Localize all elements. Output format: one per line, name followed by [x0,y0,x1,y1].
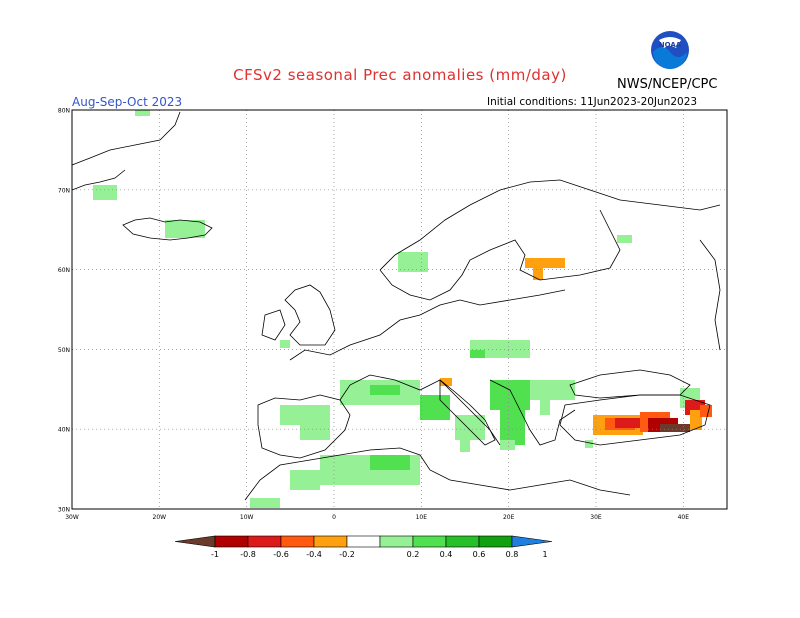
lon-label: 30E [590,514,602,521]
lon-label: 10W [240,514,254,521]
colorbar-swatch [478,535,513,548]
anomaly-cell [165,220,205,238]
colorbar-arrow-left [174,535,216,548]
gridlines [72,110,727,509]
lon-label: 30W [65,514,79,521]
anomaly-cell [135,110,150,116]
coastline-path [699,239,721,351]
lon-label: 20W [153,514,167,521]
coastline-path [71,111,181,191]
anomaly-cell [455,415,485,440]
anomaly-cell [585,440,593,448]
colorbar-tick-label: -0.4 [306,550,322,559]
anomaly-cell [690,410,702,430]
map-frame [71,109,728,510]
coastline-path [261,309,286,341]
colorbar-tick-label: 0.6 [473,550,486,559]
coastline-path [289,289,566,361]
anomaly-cell [660,424,690,432]
anomaly-cell [370,385,400,395]
lon-labels: 30W 20W 10W 0 10E 20E 30E 40E [65,514,689,521]
coastline-path [244,447,631,501]
lat-labels: 80N 70N 60N 50N 40N 30N [58,108,70,514]
lat-label: 70N [58,187,70,194]
colorbar-tick-label: 0.2 [407,550,420,559]
anomaly-cell [500,400,525,445]
lat-label: 80N [58,108,70,115]
anomaly-cell [398,252,428,272]
anomaly-cell [700,405,712,417]
anomaly-cell [440,378,452,386]
colorbar-swatch [379,535,414,548]
lon-label: 10E [416,514,428,521]
anomaly-cell [370,455,410,470]
anomaly-cell [540,400,550,415]
coastline-path [339,374,501,446]
colorbar-tick-label: 0.8 [506,550,519,559]
anomaly-cell [617,235,632,243]
colorbar-tick-label: -0.8 [240,550,256,559]
anomaly-cell [300,420,330,440]
period-label: Aug-Sep-Oct 2023 [72,95,183,109]
org-label: NWS/NCEP/CPC [617,77,718,92]
anomaly-cell [280,340,290,348]
anomaly-cell [500,440,515,450]
anomaly-cell [470,350,485,358]
anomaly-cell [290,470,320,490]
colorbar-swatch [445,535,480,548]
anomaly-cells [93,110,712,508]
coastline-path [439,379,496,446]
colorbar-swatch [247,535,282,548]
lat-label: 30N [58,507,70,514]
anomaly-cell [460,440,470,452]
lon-label: 40E [678,514,690,521]
svg-text:NOAA: NOAA [659,41,682,49]
anomaly-cell [420,395,450,420]
anomaly-cell [530,380,575,400]
anomaly-cell [533,268,543,280]
anomaly-cell [250,498,280,508]
coastline-path [379,179,721,301]
lat-label: 50N [58,347,70,354]
coastline-path [122,217,213,241]
colorbar-tick-label: 1 [542,550,547,559]
lat-label: 60N [58,267,70,274]
lon-label: 0 [332,514,336,521]
coastline-path [489,379,576,446]
anomaly-cell [525,258,565,268]
colorbar-arrow-right [511,535,553,548]
coastline-path [569,369,691,399]
noaa-logo-icon: NOAA [651,31,689,69]
colorbar: -1 -0.8 -0.6 -0.4 -0.2 0.2 0.4 0.6 0.8 1 [174,535,553,559]
lon-label: 20E [503,514,515,521]
colorbar-swatch [280,535,315,548]
anomaly-cell [615,418,640,428]
colorbar-tick-label: -0.2 [339,550,355,559]
colorbar-swatch [346,535,381,548]
coastlines [71,111,721,501]
colorbar-tick-label: -0.6 [273,550,289,559]
colorbar-swatch [214,535,249,548]
chart-title: CFSv2 seasonal Prec anomalies (mm/day) [233,66,567,84]
colorbar-swatch [313,535,348,548]
init-conditions-label: Initial conditions: 11Jun2023-20Jun2023 [487,96,698,108]
anomaly-cell [93,185,117,200]
coastline-path [284,284,336,346]
lat-label: 40N [58,427,70,434]
coastline-path [257,394,351,459]
colorbar-tick-label: -1 [211,550,219,559]
colorbar-tick-label: 0.4 [440,550,453,559]
colorbar-swatch [412,535,447,548]
